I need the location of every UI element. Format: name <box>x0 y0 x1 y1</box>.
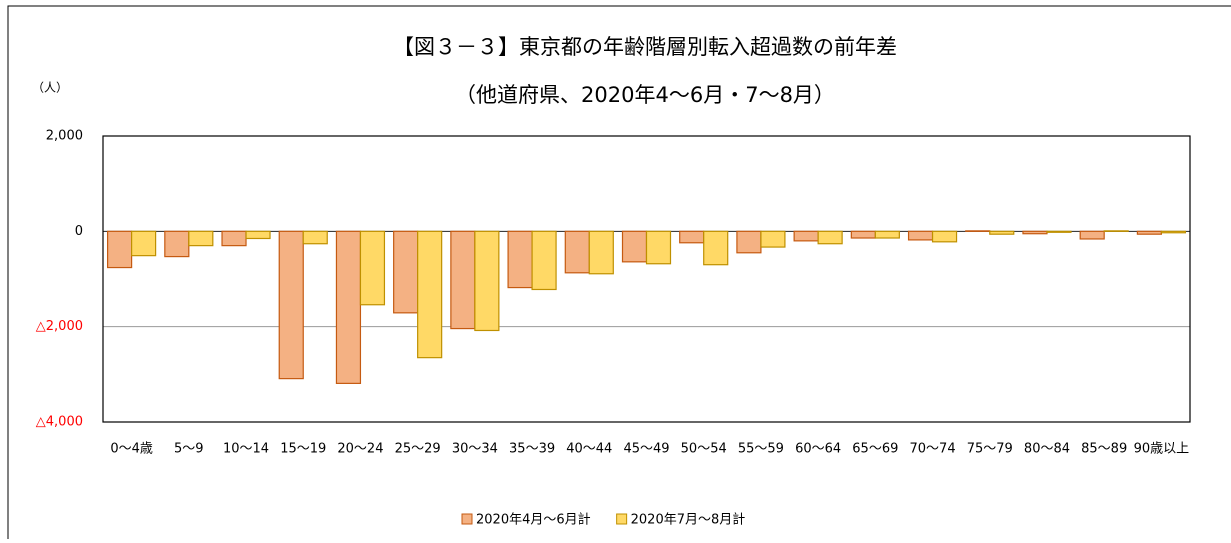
bar <box>680 231 704 242</box>
bar <box>475 231 499 330</box>
bar <box>623 231 647 262</box>
bar <box>279 231 303 378</box>
bar <box>165 231 189 256</box>
bar <box>909 231 933 240</box>
bar <box>246 231 270 238</box>
bar <box>933 231 957 241</box>
y-tick-label: 2,000 <box>46 129 83 144</box>
x-tick-label: 10〜14 <box>223 442 269 457</box>
x-tick-label: 80〜84 <box>1024 442 1070 457</box>
x-tick-label: 50〜54 <box>681 442 727 457</box>
x-tick-label: 65〜69 <box>852 442 898 457</box>
bar <box>565 231 589 272</box>
x-tick-label: 40〜44 <box>566 442 612 457</box>
bar <box>1080 231 1104 239</box>
bar <box>532 231 556 289</box>
bar <box>336 231 360 383</box>
bar <box>818 231 842 243</box>
x-tick-label: 90歳以上 <box>1134 442 1190 457</box>
bar <box>303 231 327 243</box>
bar <box>647 231 671 263</box>
bar <box>132 231 156 255</box>
x-tick-label: 35〜39 <box>509 442 555 457</box>
bar <box>1137 231 1161 234</box>
x-tick-label: 85〜89 <box>1081 442 1127 457</box>
x-tick-label: 20〜24 <box>337 442 383 457</box>
bar <box>990 231 1014 234</box>
chart-subtitle: （他道府県、2020年4〜6月・7〜8月） <box>455 83 835 107</box>
bar <box>875 231 899 238</box>
bar <box>108 231 132 267</box>
x-tick-label: 15〜19 <box>280 442 326 457</box>
bar <box>1047 231 1071 232</box>
bar <box>1161 231 1185 232</box>
x-tick-label: 55〜59 <box>738 442 784 457</box>
y-axis-label: （人） <box>32 81 68 95</box>
y-tick-label: 0 <box>75 224 83 239</box>
bar <box>451 231 475 328</box>
bar <box>360 231 384 304</box>
bar <box>704 231 728 264</box>
legend-label: 2020年7月〜8月計 <box>631 512 746 528</box>
bar <box>394 231 418 313</box>
x-tick-label: 45〜49 <box>623 442 669 457</box>
x-tick-label: 60〜64 <box>795 442 841 457</box>
chart-title: 【図３－３】東京都の年齢階層別転入超過数の前年差 <box>393 35 897 59</box>
legend-swatch <box>617 514 627 524</box>
y-tick-label: △4,000 <box>36 415 83 430</box>
bar <box>418 231 442 357</box>
bar <box>1023 231 1047 233</box>
legend-label: 2020年4月〜6月計 <box>476 512 591 528</box>
x-tick-label: 70〜74 <box>910 442 956 457</box>
bar <box>737 231 761 252</box>
x-tick-label: 75〜79 <box>967 442 1013 457</box>
legend-swatch <box>462 514 472 524</box>
y-tick-label: △2,000 <box>36 319 83 334</box>
bar <box>508 231 532 287</box>
x-tick-label: 5〜9 <box>174 442 204 457</box>
x-tick-label: 0〜4歳 <box>110 442 153 457</box>
bar <box>794 231 818 241</box>
x-tick-label: 25〜29 <box>395 442 441 457</box>
bar <box>761 231 785 247</box>
bar <box>222 231 246 245</box>
bar <box>851 231 875 238</box>
bar <box>189 231 213 245</box>
x-tick-label: 30〜34 <box>452 442 498 457</box>
bar <box>589 231 613 273</box>
